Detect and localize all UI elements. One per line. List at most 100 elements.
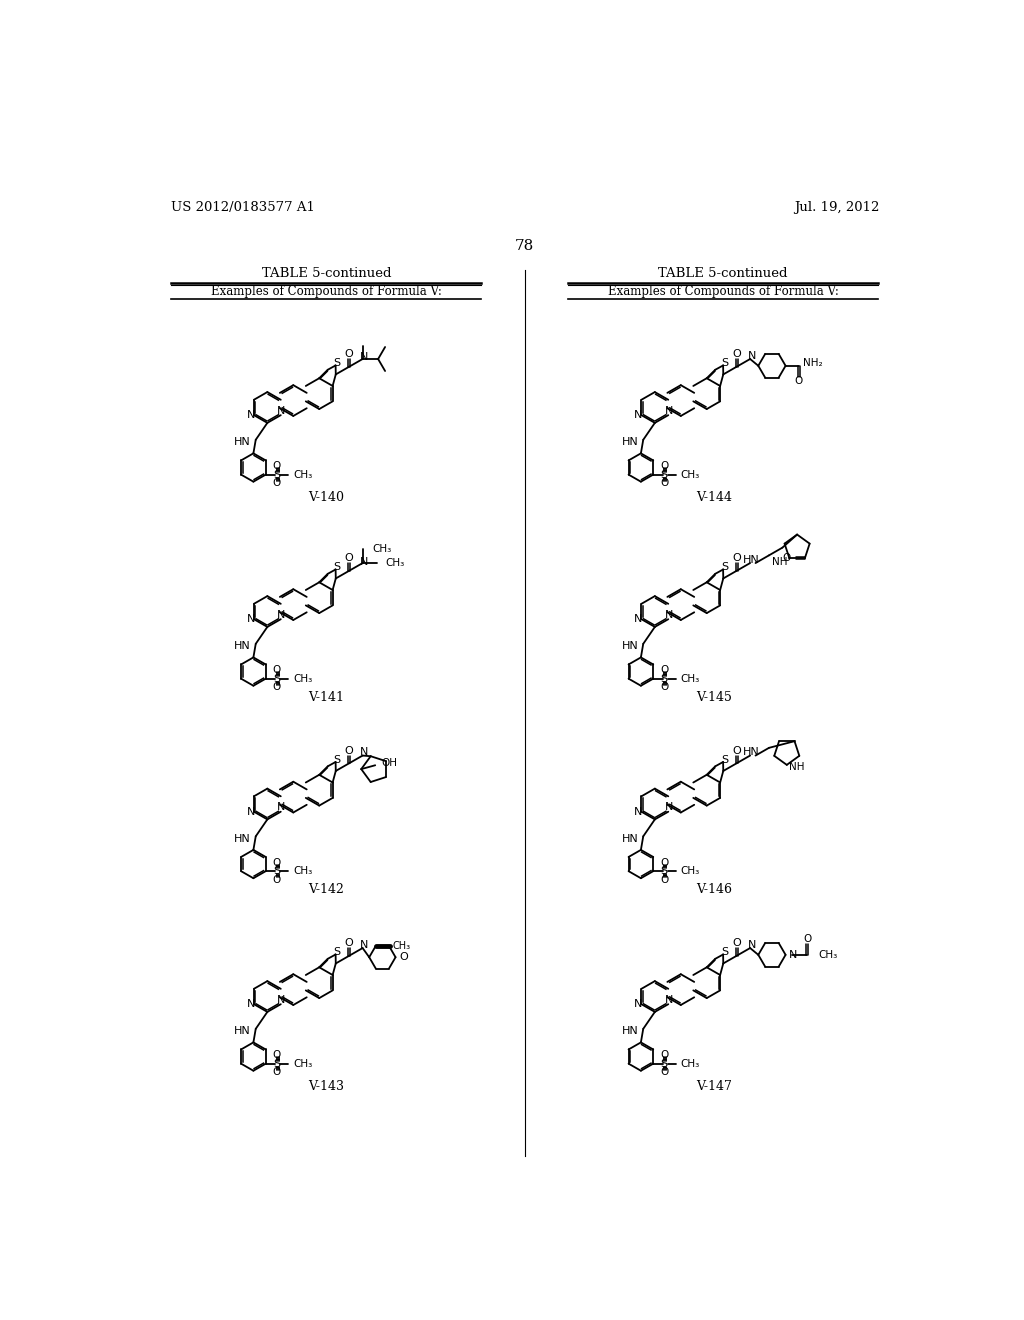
Text: N: N bbox=[665, 405, 673, 416]
Text: O: O bbox=[399, 952, 409, 962]
Text: O: O bbox=[782, 553, 791, 564]
Text: CH₃: CH₃ bbox=[680, 470, 699, 479]
Text: N: N bbox=[278, 610, 286, 619]
Text: N: N bbox=[748, 940, 756, 950]
Text: CH₃: CH₃ bbox=[680, 673, 699, 684]
Text: S: S bbox=[660, 1059, 668, 1069]
Text: N: N bbox=[278, 994, 286, 1005]
Text: O: O bbox=[272, 478, 281, 488]
Text: HN: HN bbox=[234, 1026, 251, 1036]
Text: HN: HN bbox=[743, 554, 760, 565]
Text: S: S bbox=[721, 948, 728, 957]
Text: O: O bbox=[272, 1051, 281, 1060]
Text: S: S bbox=[660, 470, 668, 479]
Text: HN: HN bbox=[234, 437, 251, 447]
Text: V-146: V-146 bbox=[696, 883, 732, 896]
Text: Examples of Compounds of Formula V:: Examples of Compounds of Formula V: bbox=[608, 285, 839, 298]
Text: CH₃: CH₃ bbox=[393, 941, 411, 950]
Text: HN: HN bbox=[234, 834, 251, 843]
Text: O: O bbox=[732, 939, 741, 949]
Text: O: O bbox=[660, 875, 669, 884]
Text: Jul. 19, 2012: Jul. 19, 2012 bbox=[795, 201, 880, 214]
Text: N: N bbox=[360, 940, 369, 950]
Text: CH₃: CH₃ bbox=[293, 673, 312, 684]
Text: O: O bbox=[345, 350, 353, 359]
Text: N: N bbox=[360, 352, 369, 363]
Text: N: N bbox=[634, 999, 642, 1010]
Text: CH₃: CH₃ bbox=[293, 470, 312, 479]
Text: V-147: V-147 bbox=[696, 1080, 732, 1093]
Text: N: N bbox=[247, 411, 255, 420]
Text: O: O bbox=[345, 746, 353, 756]
Text: S: S bbox=[273, 470, 281, 479]
Text: O: O bbox=[803, 935, 811, 944]
Text: O: O bbox=[272, 665, 281, 675]
Text: HN: HN bbox=[622, 437, 639, 447]
Text: O: O bbox=[660, 1067, 669, 1077]
Text: O: O bbox=[732, 746, 741, 756]
Text: N: N bbox=[634, 807, 642, 817]
Text: O: O bbox=[272, 1067, 281, 1077]
Text: NH: NH bbox=[790, 762, 805, 772]
Text: OH: OH bbox=[381, 758, 397, 768]
Text: CH₃: CH₃ bbox=[680, 1059, 699, 1069]
Text: N: N bbox=[247, 614, 255, 624]
Text: S: S bbox=[721, 562, 728, 572]
Text: V-142: V-142 bbox=[308, 883, 344, 896]
Text: N: N bbox=[278, 405, 286, 416]
Text: CH₃: CH₃ bbox=[293, 866, 312, 876]
Text: O: O bbox=[272, 461, 281, 471]
Text: S: S bbox=[334, 948, 341, 957]
Text: N: N bbox=[634, 614, 642, 624]
Text: HN: HN bbox=[234, 642, 251, 651]
Text: Examples of Compounds of Formula V:: Examples of Compounds of Formula V: bbox=[211, 285, 441, 298]
Text: O: O bbox=[272, 682, 281, 692]
Text: HN: HN bbox=[622, 834, 639, 843]
Text: N: N bbox=[247, 999, 255, 1010]
Text: V-141: V-141 bbox=[308, 690, 344, 704]
Text: V-145: V-145 bbox=[696, 690, 732, 704]
Text: N: N bbox=[634, 411, 642, 420]
Text: N: N bbox=[247, 807, 255, 817]
Text: HN: HN bbox=[743, 747, 760, 758]
Text: O: O bbox=[660, 461, 669, 471]
Text: O: O bbox=[660, 682, 669, 692]
Text: CH₃: CH₃ bbox=[293, 1059, 312, 1069]
Text: O: O bbox=[660, 858, 669, 867]
Text: S: S bbox=[660, 866, 668, 876]
Text: S: S bbox=[273, 1059, 281, 1069]
Text: N: N bbox=[665, 803, 673, 812]
Text: TABLE 5-continued: TABLE 5-continued bbox=[262, 268, 391, 280]
Text: O: O bbox=[732, 553, 741, 564]
Text: HN: HN bbox=[622, 1026, 639, 1036]
Text: N: N bbox=[665, 610, 673, 619]
Text: S: S bbox=[334, 562, 341, 572]
Text: US 2012/0183577 A1: US 2012/0183577 A1 bbox=[171, 201, 314, 214]
Text: S: S bbox=[334, 755, 341, 764]
Text: O: O bbox=[660, 478, 669, 488]
Text: O: O bbox=[272, 858, 281, 867]
Text: HN: HN bbox=[622, 642, 639, 651]
Text: S: S bbox=[334, 358, 341, 368]
Text: V-140: V-140 bbox=[308, 491, 344, 504]
Text: V-144: V-144 bbox=[696, 491, 732, 504]
Text: N: N bbox=[360, 557, 369, 566]
Text: O: O bbox=[660, 1051, 669, 1060]
Text: TABLE 5-continued: TABLE 5-continued bbox=[658, 268, 787, 280]
Text: NH₂: NH₂ bbox=[803, 359, 822, 368]
Text: O: O bbox=[272, 875, 281, 884]
Text: S: S bbox=[273, 866, 281, 876]
Text: N: N bbox=[788, 950, 797, 960]
Text: N: N bbox=[360, 747, 369, 758]
Text: N: N bbox=[278, 803, 286, 812]
Text: S: S bbox=[721, 358, 728, 368]
Text: CH₃: CH₃ bbox=[680, 866, 699, 876]
Text: S: S bbox=[660, 673, 668, 684]
Text: N: N bbox=[748, 351, 756, 360]
Text: O: O bbox=[660, 665, 669, 675]
Text: S: S bbox=[273, 673, 281, 684]
Text: O: O bbox=[345, 553, 353, 564]
Text: CH₃: CH₃ bbox=[372, 544, 391, 554]
Text: 78: 78 bbox=[515, 239, 535, 253]
Text: S: S bbox=[721, 755, 728, 764]
